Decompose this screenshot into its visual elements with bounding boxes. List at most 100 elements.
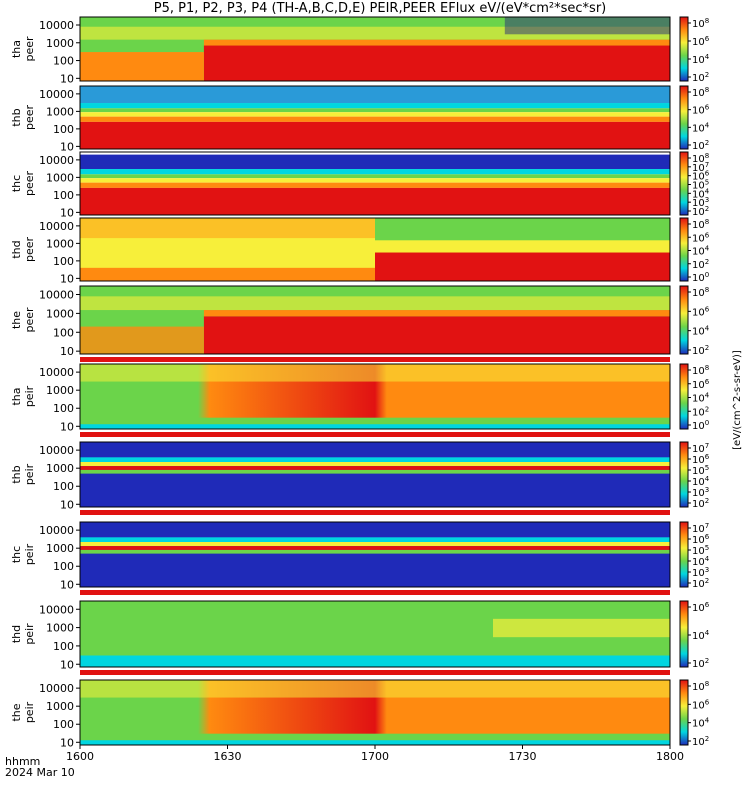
- panel-product-label: peir: [23, 385, 36, 407]
- y-tick-label: 1000: [46, 384, 74, 397]
- colorbar: [679, 85, 689, 150]
- colorbar: [679, 217, 689, 282]
- panel-the-peer: 10000 1000 100 10 the peer 108 106 104 102: [10, 285, 710, 362]
- colorbar-tick-label: 104: [692, 325, 710, 338]
- panel-product-label: peir: [23, 463, 36, 485]
- panel-product-label: peir: [23, 701, 36, 723]
- separator-band: [80, 590, 670, 595]
- colorbar-tick-label: 104: [692, 717, 710, 730]
- y-tick-label: 10: [60, 498, 74, 511]
- colorbar-tick-label: 104: [692, 121, 710, 134]
- colorbar-tick-label: 106: [692, 698, 710, 711]
- panel-product-label: peir: [23, 543, 36, 565]
- y-tick-label: 10: [60, 140, 74, 153]
- y-tick-label: 10000: [39, 88, 74, 101]
- colorbar: [679, 16, 689, 82]
- colorbar-tick-label: 102: [692, 344, 709, 357]
- separator-band: [80, 357, 670, 362]
- colorbar: [679, 151, 689, 216]
- colorbar-tick-label: 106: [692, 35, 710, 48]
- x-tick-label: 1700: [361, 750, 389, 763]
- y-tick-label: 10: [60, 578, 74, 591]
- y-tick-label: 10000: [39, 603, 74, 616]
- y-tick-label: 100: [53, 718, 74, 731]
- y-tick-label: 1000: [46, 105, 74, 118]
- colorbar-tick-label: 102: [692, 497, 709, 510]
- y-tick-label: 1000: [46, 462, 74, 475]
- y-tick-label: 100: [53, 480, 74, 493]
- y-tick-label: 1000: [46, 171, 74, 184]
- colorbar: [679, 441, 689, 508]
- colorbar-tick-label: 102: [692, 657, 709, 670]
- panel-tha-peer: 10000 1000 100 10 tha peer 108 106 104 102: [10, 16, 710, 85]
- colorbar-tick-label: 108: [692, 364, 709, 377]
- colorbar-unit-label: [eV/(cm^2-s-sr-eV)]: [732, 350, 743, 450]
- colorbar-tick-label: 108: [692, 286, 709, 299]
- y-tick-label: 1000: [46, 37, 74, 50]
- y-tick-label: 10: [60, 736, 74, 749]
- colorbar: [679, 600, 689, 668]
- panel-probe-label: thb: [10, 465, 23, 483]
- colorbar-tick-label: 106: [692, 601, 710, 614]
- y-tick-label: 100: [53, 402, 74, 415]
- colorbar-tick-label: 102: [692, 258, 709, 271]
- colorbar-tick-label: 102: [692, 735, 709, 748]
- colorbar-tick-label: 102: [692, 205, 709, 218]
- panel-thb-peer: 10000 1000 100 10 thb peer 108 106 104 102: [10, 85, 710, 153]
- colorbar-tick-label: 108: [692, 17, 709, 30]
- colorbar-tick-label: 104: [692, 392, 710, 405]
- y-tick-label: 1000: [46, 622, 74, 635]
- date-label: 2024 Mar 10: [5, 766, 75, 779]
- panel-probe-label: thc: [10, 175, 23, 192]
- y-tick-label: 100: [53, 189, 74, 202]
- colorbar-tick-label: 104: [692, 245, 710, 258]
- y-tick-label: 100: [53, 326, 74, 339]
- separator-band: [80, 510, 670, 515]
- y-tick-label: 10: [60, 206, 74, 219]
- colorbar-tick-label: 102: [692, 405, 709, 418]
- colorbar-tick-label: 108: [692, 86, 709, 99]
- colorbar-tick-label: 108: [692, 680, 709, 693]
- panel-probe-label: thc: [10, 546, 23, 563]
- panel-the-peir: 10000 1000 100 10 the peir 108 106 104 102: [10, 679, 710, 749]
- y-tick-label: 100: [53, 255, 74, 268]
- colorbar-tick-label: 108: [692, 218, 709, 231]
- y-tick-label: 10000: [39, 682, 74, 695]
- colorbar-tick-label: 102: [692, 577, 709, 590]
- separator-band: [80, 670, 670, 675]
- panel-probe-label: the: [10, 311, 23, 329]
- y-tick-label: 10000: [39, 19, 74, 32]
- colorbar-tick-label: 106: [692, 231, 710, 244]
- y-tick-label: 10: [60, 72, 74, 85]
- y-tick-label: 1000: [46, 542, 74, 555]
- y-tick-label: 10000: [39, 444, 74, 457]
- y-tick-label: 10000: [39, 220, 74, 233]
- x-tick-label: 1800: [656, 750, 684, 763]
- y-tick-label: 10: [60, 272, 74, 285]
- y-tick-label: 10: [60, 345, 74, 358]
- colorbar-tick-label: 102: [692, 71, 709, 84]
- panel-probe-label: tha: [10, 387, 23, 405]
- panel-product-label: peer: [23, 237, 36, 263]
- colorbar-tick-label: 100: [692, 419, 709, 432]
- panel-product-label: peer: [23, 307, 36, 333]
- x-tick-label: 1630: [214, 750, 242, 763]
- colorbar: [679, 679, 689, 746]
- y-tick-label: 10000: [39, 366, 74, 379]
- y-tick-label: 1000: [46, 237, 74, 250]
- y-tick-label: 10: [60, 420, 74, 433]
- y-tick-label: 100: [53, 55, 74, 68]
- y-tick-label: 10: [60, 658, 74, 671]
- colorbar-tick-label: 104: [692, 629, 710, 642]
- colorbar-tick-label: 106: [692, 305, 710, 318]
- y-tick-label: 10000: [39, 289, 74, 302]
- y-tick-label: 10000: [39, 154, 74, 167]
- panel-probe-label: tha: [10, 40, 23, 58]
- colorbar: [679, 285, 689, 355]
- y-tick-label: 100: [53, 640, 74, 653]
- colorbar-tick-label: 102: [692, 139, 709, 152]
